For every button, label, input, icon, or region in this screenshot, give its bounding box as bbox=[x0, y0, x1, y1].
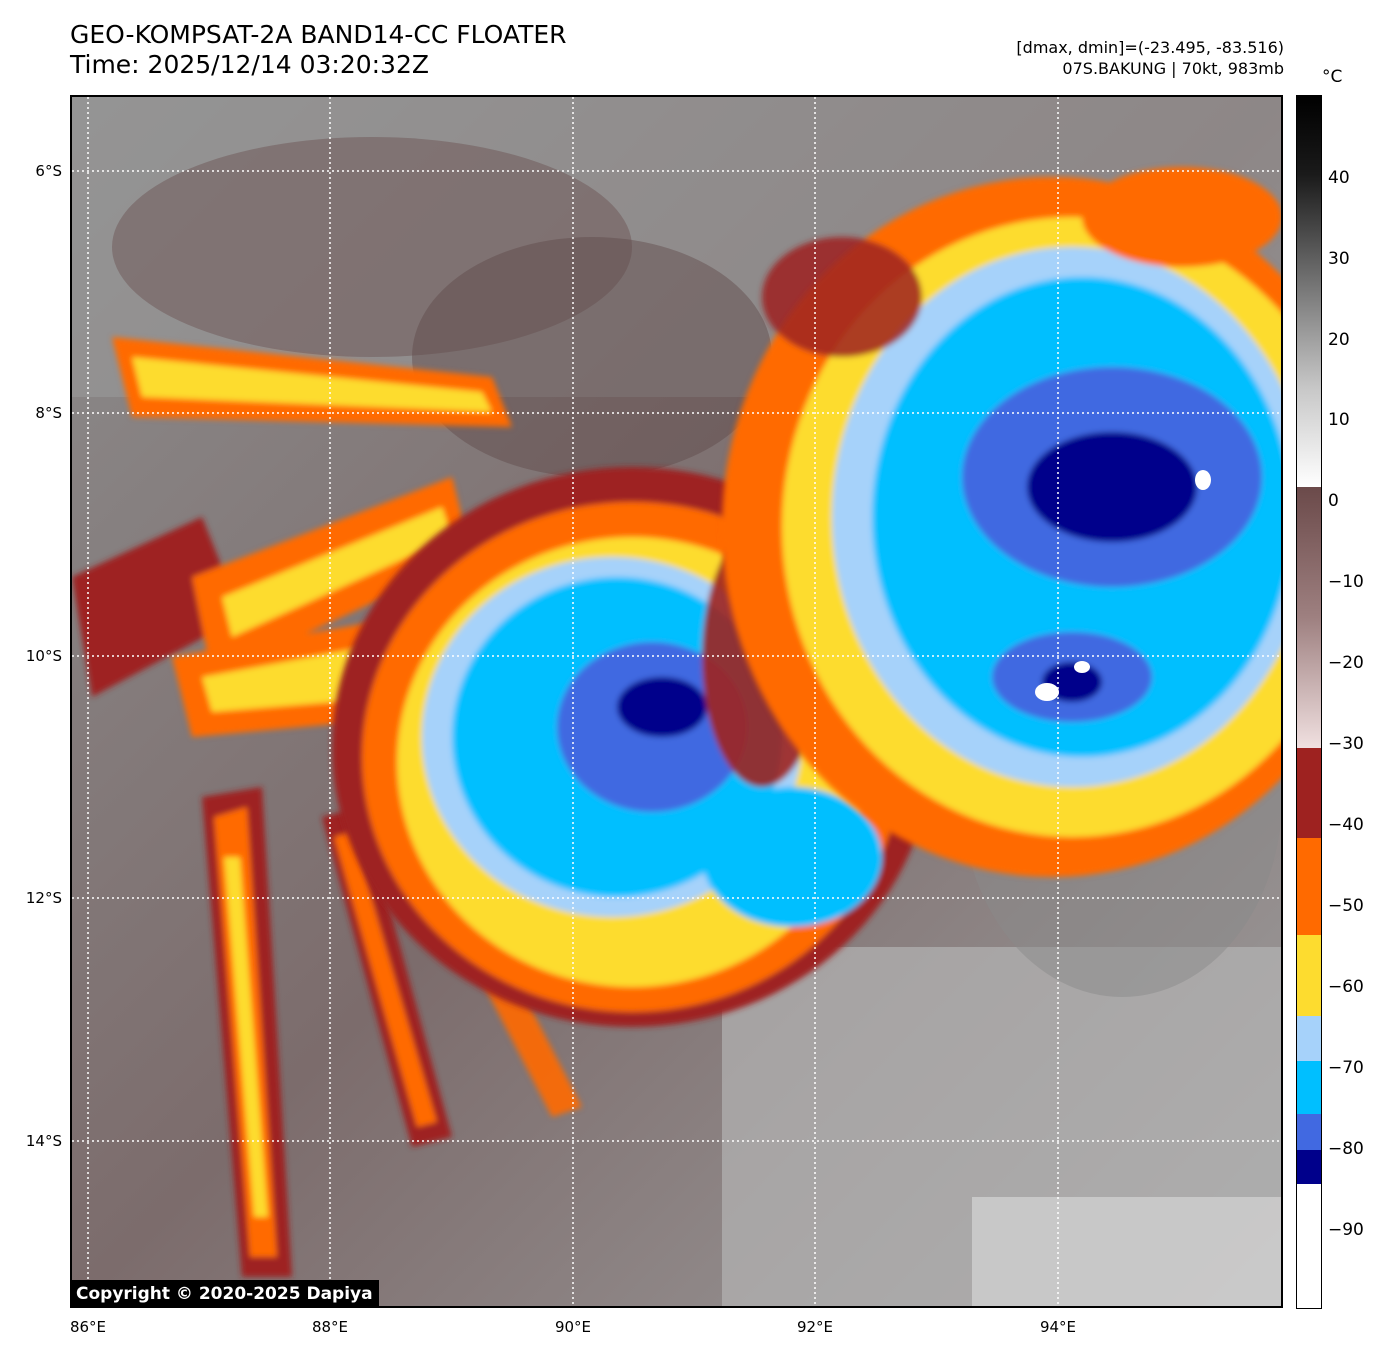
map-imagery bbox=[72, 97, 1281, 1306]
overshooting-top bbox=[1195, 470, 1211, 490]
colorbar-tick-label: −80 bbox=[1328, 1139, 1364, 1159]
colorbar-tick-label: 10 bbox=[1328, 410, 1350, 430]
lon-label: 90°E bbox=[554, 1318, 592, 1336]
title-line-2: Time: 2025/12/14 03:20:32Z bbox=[70, 50, 429, 79]
title-line-1: GEO-KOMPSAT-2A BAND14-CC FLOATER bbox=[70, 20, 567, 49]
colorbar-segment bbox=[1297, 1150, 1321, 1184]
colorbar-warm-segment bbox=[1297, 96, 1321, 748]
copyright-label: Copyright © 2020-2025 Dapiya bbox=[70, 1280, 379, 1308]
colorbar-unit: °C bbox=[1322, 67, 1343, 87]
lat-label: 10°S bbox=[25, 647, 62, 665]
colorbar-tick-label: 40 bbox=[1328, 168, 1350, 188]
lon-label: 88°E bbox=[311, 1318, 349, 1336]
colorbar-tick-label: −40 bbox=[1328, 815, 1364, 835]
colorbar-tick-label: −60 bbox=[1328, 977, 1364, 997]
colorbar-segment bbox=[1297, 838, 1321, 935]
colorbar-segment bbox=[1297, 748, 1321, 838]
colorbar-scale bbox=[1297, 96, 1321, 1308]
lon-label: 92°E bbox=[796, 1318, 834, 1336]
colorbar-tick-label: −90 bbox=[1328, 1220, 1364, 1240]
colorbar-tick-label: 30 bbox=[1328, 249, 1350, 269]
graticule bbox=[72, 97, 1281, 1306]
colorbar-tick-label: 20 bbox=[1328, 330, 1350, 350]
colorbar-tick-label: −70 bbox=[1328, 1058, 1364, 1078]
eastern-convective-core bbox=[722, 167, 1281, 877]
rainbands-west bbox=[72, 337, 582, 1277]
satellite-map bbox=[70, 95, 1283, 1308]
colorbar-tick-label: −10 bbox=[1328, 572, 1364, 592]
colorbar-segment bbox=[1297, 1114, 1321, 1150]
overshooting-top bbox=[1074, 661, 1090, 673]
colorbar-tick-label: −20 bbox=[1328, 653, 1364, 673]
colorbar-tick-label: −30 bbox=[1328, 734, 1364, 754]
storm-text: 07S.BAKUNG | 70kt, 983mb bbox=[1062, 59, 1284, 78]
colorbar-segment bbox=[1297, 1061, 1321, 1114]
colorbar-segment bbox=[1297, 1016, 1321, 1061]
range-text: [dmax, dmin]=(-23.495, -83.516) bbox=[1016, 38, 1284, 57]
chart-title: GEO-KOMPSAT-2A BAND14-CC FLOATER Time: 2… bbox=[70, 20, 567, 80]
colorbar-segment bbox=[1297, 1184, 1321, 1308]
lat-label: 6°S bbox=[35, 162, 62, 180]
lon-label: 86°E bbox=[69, 1318, 107, 1336]
colorbar-segment bbox=[1297, 935, 1321, 1016]
overshooting-top bbox=[1035, 683, 1059, 701]
storm-info: [dmax, dmin]=(-23.495, -83.516) 07S.BAKU… bbox=[1016, 37, 1284, 79]
lat-label: 8°S bbox=[35, 404, 62, 422]
lat-label: 12°S bbox=[25, 889, 62, 907]
lon-label: 94°E bbox=[1039, 1318, 1077, 1336]
colorbar-tick-label: −50 bbox=[1328, 896, 1364, 916]
colorbar-tick-label: 0 bbox=[1328, 491, 1339, 511]
colorbar bbox=[1296, 95, 1322, 1309]
lat-label: 14°S bbox=[25, 1132, 62, 1150]
